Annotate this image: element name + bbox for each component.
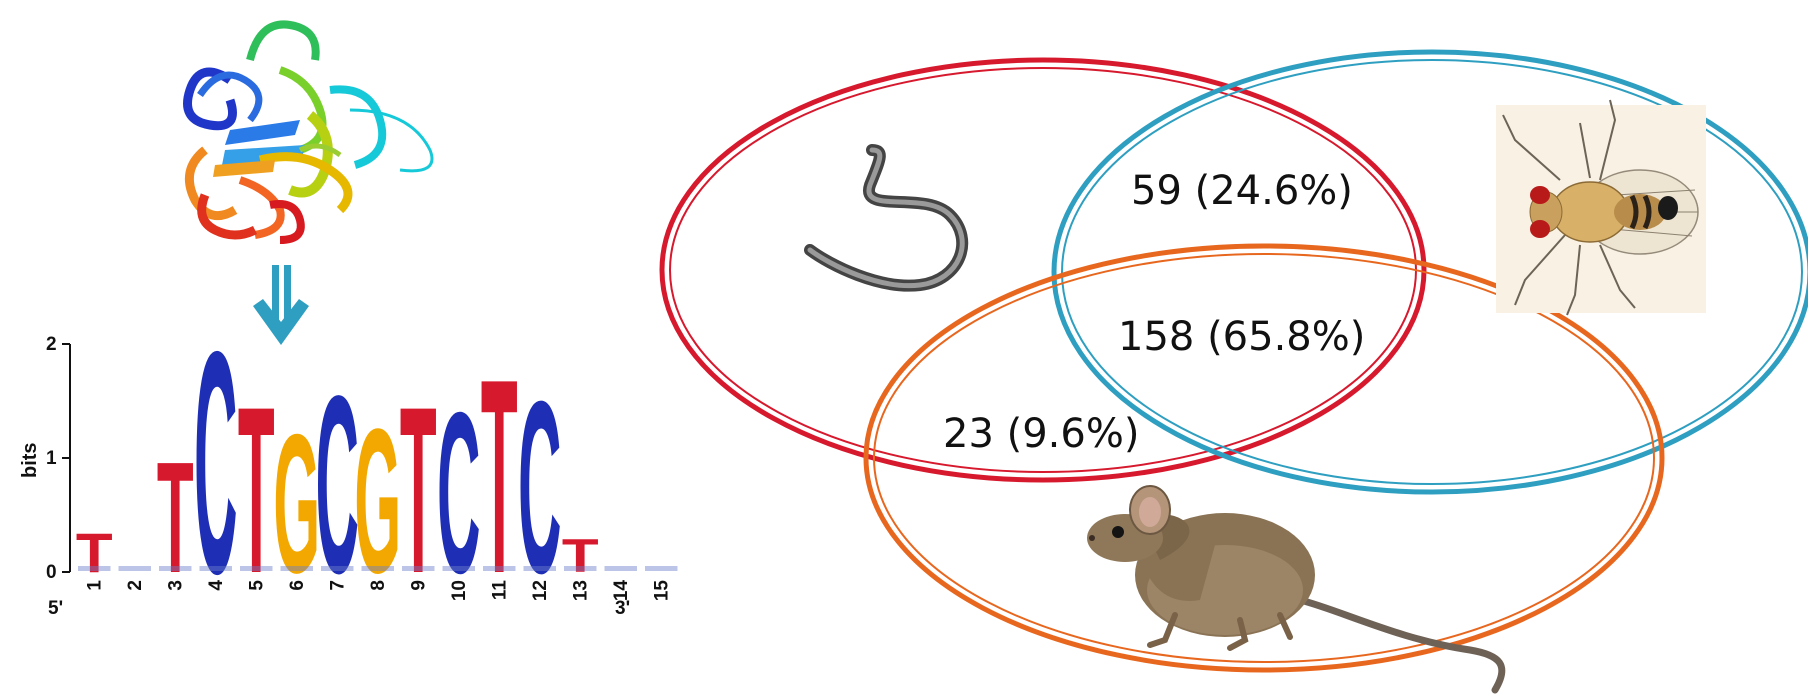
logo-minor-residues-15 [645, 566, 678, 571]
logo-letter-13: T [562, 530, 599, 583]
logo-minor-residues-8 [361, 566, 394, 571]
logo-position-3: 3 [165, 580, 186, 591]
logo-position-9: 9 [408, 580, 429, 591]
logo-letter-6: G [273, 393, 320, 614]
logo-position-4: 4 [206, 580, 227, 591]
arrow-down-icon [253, 265, 309, 345]
logo-position-2: 2 [125, 580, 146, 591]
logo-minor-residues-12 [523, 566, 556, 571]
logo-minor-residues-13 [564, 566, 597, 571]
protein-structure-icon [183, 20, 434, 244]
worm-icon [804, 144, 969, 292]
logo-letter-11: T [481, 323, 518, 631]
logo-minor-residues-4 [199, 566, 232, 571]
logo-position-6: 6 [287, 580, 308, 591]
logo-letter-8: G [354, 387, 401, 616]
logo-5prime-label: 5' [48, 598, 63, 619]
logo-x-ticks: 1 2 3 4 5 6 7 8 9 10 11 12 13 14 15 [84, 580, 672, 602]
worm-mouse-overlap-label: 23 (9.6%) [943, 411, 1139, 457]
logo-position-5: 5 [246, 580, 267, 591]
mouse-icon [1087, 485, 1506, 694]
logo-3prime-label: 3' [615, 598, 630, 619]
logo-minor-residues-2 [118, 566, 151, 571]
venn-diagram: 59 (24.6%) 158 (65.8%) 23 (9.6%) [659, 49, 1808, 673]
fruit-fly-icon [1496, 99, 1706, 316]
logo-position-15: 15 [651, 580, 672, 602]
logo-y-tick-1: 1 [46, 448, 57, 469]
logo-letter-9: T [400, 357, 437, 623]
logo-minor-residues-5 [240, 566, 273, 571]
logo-minor-residues-14 [604, 566, 637, 571]
logo-letter-7: C [316, 344, 359, 627]
logo-letter-4: C [194, 287, 237, 640]
logo-letter-10: C [437, 364, 480, 621]
logo-position-14: 14 [611, 580, 632, 602]
logo-letter-1: T [76, 523, 113, 584]
logo-position-12: 12 [530, 580, 551, 601]
logo-minor-residues-3 [159, 566, 192, 571]
logo-y-tick-2: 2 [46, 334, 57, 355]
logo-letter-12: C [518, 349, 561, 624]
logo-position-1: 1 [84, 580, 105, 591]
logo-position-10: 10 [449, 580, 470, 601]
all-three-overlap-label: 158 (65.8%) [1118, 314, 1365, 360]
logo-position-8: 8 [368, 580, 389, 591]
logo-y-tick-0: 0 [46, 562, 57, 583]
logo-minor-residues-10 [442, 566, 475, 571]
worm-fly-overlap-label: 59 (24.6%) [1131, 168, 1353, 214]
logo-position-13: 13 [570, 580, 591, 601]
fly-set-circle [1051, 49, 1808, 495]
logo-minor-residues-1 [78, 566, 111, 571]
logo-minor-residues-6 [280, 566, 313, 571]
logo-minor-residues-9 [402, 566, 435, 571]
logo-letter-3: T [157, 431, 194, 607]
logo-position-11: 11 [489, 580, 510, 601]
logo-minor-residues-11 [483, 566, 516, 571]
logo-y-label: bits [19, 442, 41, 478]
logo-minor-residues-7 [321, 566, 354, 571]
logo-letter-5: T [238, 357, 275, 623]
logo-position-7: 7 [327, 580, 348, 591]
mouse-set-circle [863, 243, 1665, 673]
